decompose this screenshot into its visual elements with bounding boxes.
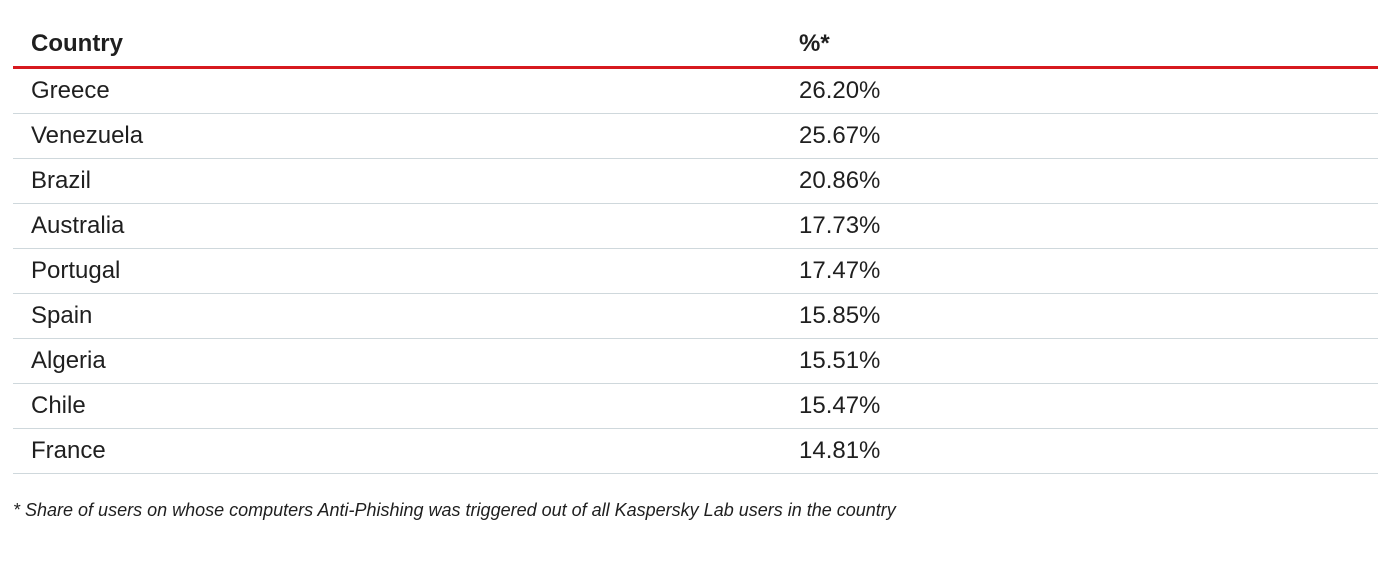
country-cell: Venezuela [13, 113, 781, 159]
percent-cell: 17.73% [781, 203, 1378, 249]
percent-cell: 25.67% [781, 113, 1378, 159]
table-row: Venezuela 25.67% [13, 113, 1378, 159]
data-table-container: Country %* Greece 26.20% Venezuela 25.67… [13, 22, 1378, 474]
country-cell: Australia [13, 203, 781, 249]
country-cell: Greece [13, 67, 781, 114]
percent-cell: 14.81% [781, 428, 1378, 474]
column-header-country: Country [13, 22, 781, 69]
country-cell: Algeria [13, 338, 781, 384]
percent-cell: 20.86% [781, 158, 1378, 204]
country-cell: Brazil [13, 158, 781, 204]
table-row: Greece 26.20% [13, 67, 1378, 114]
table-footnote: * Share of users on whose computers Anti… [13, 500, 896, 520]
table-row: Algeria 15.51% [13, 338, 1378, 384]
table-row: Spain 15.85% [13, 293, 1378, 339]
country-cell: Portugal [13, 248, 781, 294]
country-cell: Spain [13, 293, 781, 339]
table-header-row: Country %* [13, 22, 1378, 69]
table-row: France 14.81% [13, 428, 1378, 474]
country-cell: Chile [13, 383, 781, 429]
percent-cell: 17.47% [781, 248, 1378, 294]
country-percent-table: Country %* Greece 26.20% Venezuela 25.67… [13, 22, 1378, 474]
percent-cell: 15.51% [781, 338, 1378, 384]
percent-cell: 15.47% [781, 383, 1378, 429]
percent-cell: 15.85% [781, 293, 1378, 339]
table-row: Australia 17.73% [13, 203, 1378, 249]
country-cell: France [13, 428, 781, 474]
column-header-percent: %* [781, 22, 1378, 69]
percent-cell: 26.20% [781, 67, 1378, 114]
table-row: Brazil 20.86% [13, 158, 1378, 204]
table-row: Portugal 17.47% [13, 248, 1378, 294]
table-row: Chile 15.47% [13, 383, 1378, 429]
